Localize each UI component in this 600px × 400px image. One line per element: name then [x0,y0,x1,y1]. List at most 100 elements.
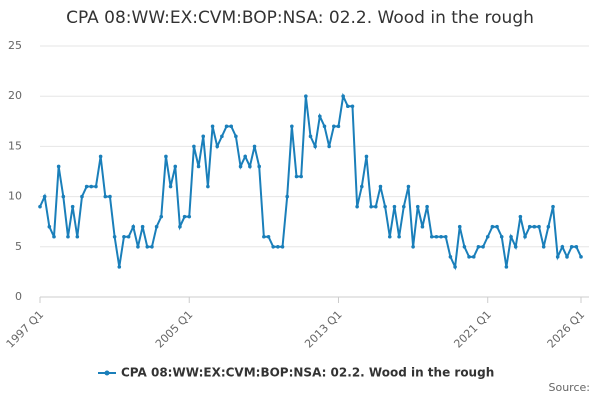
point [434,234,439,239]
point [80,194,84,199]
point [150,245,154,249]
x-tick-label: 1997 Q1 [4,308,47,351]
point [206,184,210,189]
point [476,245,481,249]
point [411,245,415,249]
point [513,245,518,249]
point [392,204,397,209]
point [499,234,504,239]
point [173,164,178,169]
point [369,204,373,209]
point [252,144,257,149]
x-tick-label: 2013 Q1 [302,308,345,351]
x-tick-label: 2026 Q1 [545,308,588,351]
point [294,174,299,179]
point [495,224,499,229]
point [322,124,327,129]
point [364,154,369,159]
point [373,204,378,209]
point [94,184,98,189]
point [266,234,271,239]
point [490,224,495,229]
point [47,224,52,229]
point [555,255,560,259]
point [546,224,551,229]
point [61,194,66,199]
y-tick-label: 25 [8,39,22,52]
point [406,184,411,189]
point [439,234,443,239]
point [420,224,425,229]
point [154,224,159,229]
point [425,204,429,209]
point [224,124,229,129]
point [89,184,94,189]
point [336,124,341,129]
point [145,245,150,249]
point [313,144,317,149]
point [485,234,490,239]
point [467,255,471,259]
point [579,255,583,259]
point [401,204,406,209]
point [248,164,252,169]
point [443,234,448,239]
y-tick-label: 20 [8,89,22,102]
point [360,184,364,189]
point [569,245,574,249]
point [210,124,215,129]
point [457,224,462,229]
source: Source: [549,381,591,394]
point [215,144,220,149]
point [257,164,261,169]
point [238,164,243,169]
point [523,234,527,239]
point [509,234,513,239]
point [299,174,303,179]
point [103,194,108,199]
point [304,94,308,98]
point [276,245,280,249]
point [448,255,453,259]
point [308,134,313,139]
point [122,234,126,239]
y-tick-label: 10 [8,190,22,203]
point [290,124,294,129]
point [532,224,537,229]
point [332,124,336,129]
point [56,164,61,169]
point [108,194,112,199]
y-tick-label: 15 [8,139,22,152]
chart-title: CPA 08:WW:EX:CVM:BOP:NSA: 02.2. Wood in … [66,8,534,28]
point [537,224,541,229]
point [70,204,75,209]
point [285,194,289,199]
point [66,234,70,239]
point [350,104,355,109]
point [131,224,136,229]
point [551,204,555,209]
point [471,255,476,259]
point [140,224,145,229]
point [196,164,201,169]
point [243,154,248,159]
point [117,265,122,269]
point [271,245,275,249]
point [518,214,523,219]
point [383,204,387,209]
point [164,154,168,159]
point [565,255,569,259]
legend-marker [104,370,110,376]
point [541,245,546,249]
y-tick-label: 0 [15,290,22,303]
legend-label: CPA 08:WW:EX:CVM:BOP:NSA: 02.2. Wood in … [121,366,494,380]
point [504,265,509,269]
point [187,214,192,219]
point [168,184,173,189]
point [52,234,56,239]
series-line [39,92,582,271]
point [527,224,532,229]
point [201,134,206,139]
point [42,194,47,199]
